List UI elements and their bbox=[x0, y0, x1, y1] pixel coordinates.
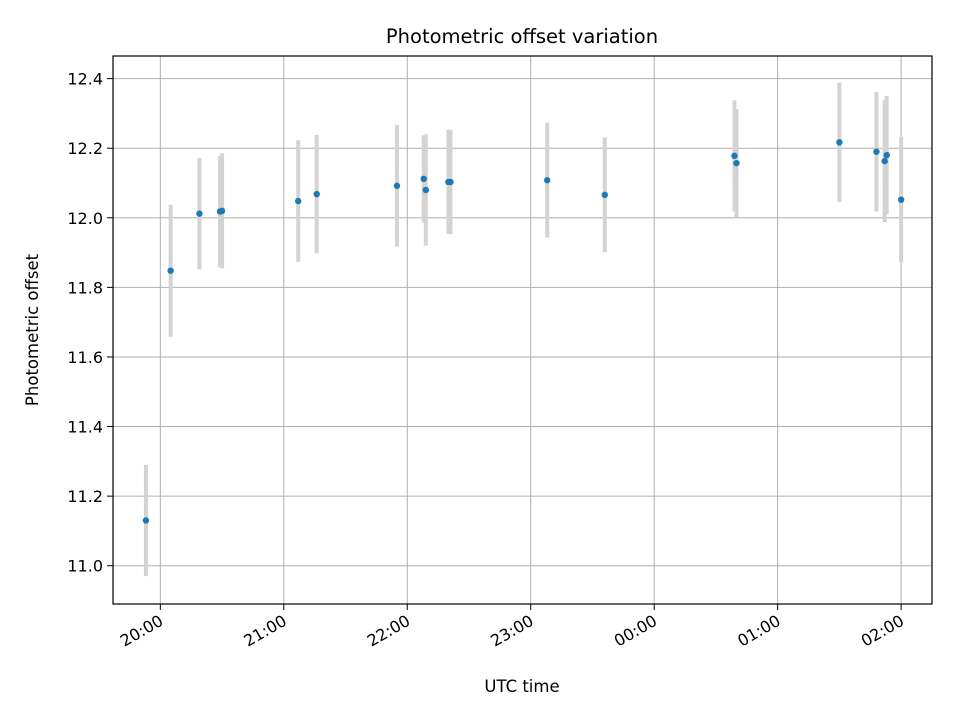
y-tick-label: 11.6 bbox=[67, 348, 103, 367]
data-point bbox=[167, 267, 174, 274]
x-tick-label: 23:00 bbox=[487, 611, 536, 651]
data-point bbox=[601, 191, 609, 199]
data-point bbox=[447, 178, 454, 186]
data-point bbox=[836, 139, 843, 146]
x-tick-label: 22:00 bbox=[364, 611, 413, 651]
data-point bbox=[422, 186, 429, 194]
error-bars bbox=[143, 82, 904, 577]
x-tick-label: 00:00 bbox=[611, 611, 660, 651]
data-point bbox=[883, 151, 890, 159]
data-point bbox=[731, 152, 738, 160]
y-tick-label: 11.0 bbox=[67, 557, 103, 576]
x-axis-label: UTC time bbox=[484, 677, 559, 696]
y-tick-label: 11.4 bbox=[67, 418, 103, 437]
data-point bbox=[196, 210, 203, 217]
data-point bbox=[733, 159, 740, 167]
x-tick-label: 02:00 bbox=[858, 611, 907, 651]
data-point bbox=[881, 157, 888, 165]
y-tick-label: 11.2 bbox=[67, 487, 103, 506]
axis-ticks: 20:00 21:00 22:00 23:00 00:00 01:00 02:00 11.0 1… bbox=[67, 70, 907, 651]
y-tick-label: 11.8 bbox=[67, 278, 103, 297]
data-point bbox=[543, 177, 551, 184]
data-point bbox=[897, 196, 905, 203]
grid-lines bbox=[113, 56, 932, 604]
data-point bbox=[873, 148, 880, 155]
data-point bbox=[295, 197, 302, 205]
y-tick-label: 12.0 bbox=[67, 209, 103, 228]
data-point bbox=[393, 182, 401, 189]
x-tick-label: 20:00 bbox=[117, 611, 166, 651]
data-point bbox=[420, 175, 427, 183]
y-axis-label: Photometric offset bbox=[23, 253, 42, 406]
x-tick-label: 21:00 bbox=[240, 611, 289, 651]
data-point bbox=[218, 207, 226, 215]
y-tick-label: 12.2 bbox=[67, 139, 103, 158]
data-points bbox=[142, 139, 905, 524]
data-point bbox=[313, 190, 320, 198]
data-point bbox=[142, 517, 150, 524]
x-tick-label: 01:00 bbox=[734, 611, 783, 651]
plot-area-frame bbox=[112, 55, 933, 605]
chart-title: Photometric offset variation bbox=[386, 25, 658, 48]
y-tick-label: 12.4 bbox=[67, 70, 103, 89]
